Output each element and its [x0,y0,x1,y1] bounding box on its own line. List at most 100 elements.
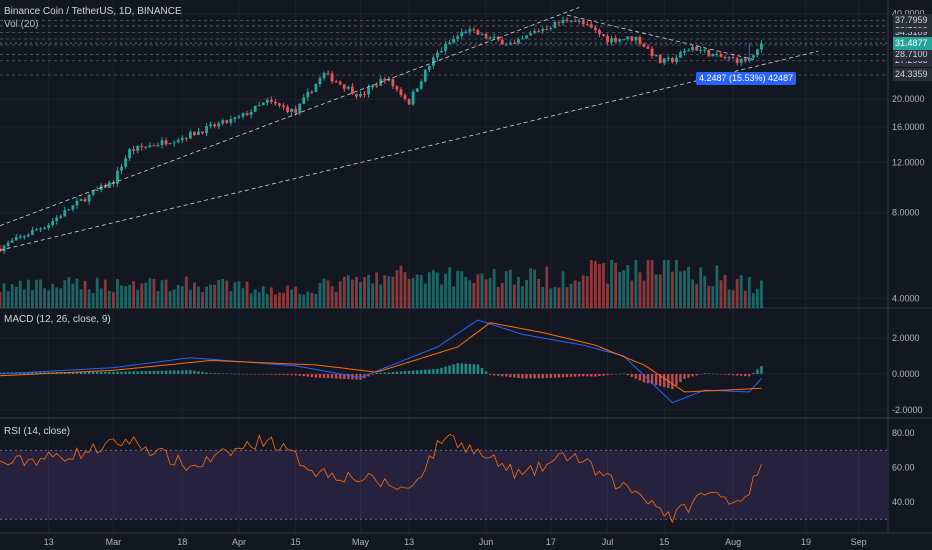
volume-bar [26,279,30,308]
macd-histogram-bar [630,373,634,377]
candle-body [760,43,763,50]
macd-histogram-bar [626,373,629,376]
candle-body [646,46,650,49]
candle-body [411,91,415,105]
candle-body [282,105,285,107]
macd-histogram-bar [529,373,532,379]
candle-body [436,52,439,58]
volume-bar [480,273,484,308]
macd-histogram-bar [367,373,370,377]
candle-body [71,205,75,210]
volume-bar [557,287,561,308]
volume-bar [602,263,605,308]
macd-histogram-bar [476,364,480,374]
volume-bar [314,294,318,308]
candle-body [193,131,196,135]
time-axis-label: Jun [479,537,494,547]
candle-body [593,27,597,31]
macd-histogram-bar [399,371,403,374]
candle-body [529,33,532,36]
macd-histogram-bar [444,366,447,374]
macd-histogram-bar [128,371,131,374]
time-axis-label: 13 [44,537,54,547]
macd-histogram-bar [440,367,443,374]
candles [0,16,763,255]
macd-histogram-bar [460,363,463,374]
candle-body [205,126,208,134]
candle-body [59,216,63,218]
candle-body [124,158,127,167]
macd-legend[interactable]: MACD (12, 26, close, 9) [4,314,111,325]
candle-body [306,91,310,98]
candle-body [549,27,553,30]
macd-histogram-bar [642,373,646,383]
volume-bar [593,260,597,308]
macd-histogram-bar [391,371,395,374]
rsi-legend[interactable]: RSI (14, close) [4,426,71,437]
candle-body [18,236,22,238]
macd-histogram-bar [172,370,176,374]
macd-histogram-bar [748,373,751,377]
macd-histogram-bar [112,371,115,374]
volume-bar [261,286,265,308]
candle-body [565,19,569,22]
macd-histogram-bar [513,373,516,378]
candle-body [654,55,658,57]
candle-body [298,103,302,113]
volume-bar [18,280,22,308]
candle-body [10,240,14,243]
signal-line [0,322,762,393]
candle-body [338,81,342,85]
candle-body [585,24,589,26]
macd-histogram-bar [87,371,91,374]
volume-bar [22,289,26,308]
macd-histogram-bar [468,363,472,374]
candle-body [419,81,423,89]
candle-body [711,53,715,57]
volume-bar [695,283,699,308]
candle-body [456,36,460,39]
candle-body [67,209,71,211]
volume-bar [83,280,87,308]
candle-body [674,57,678,63]
volume-bar [274,294,277,308]
time-axis-label: 19 [801,537,811,547]
candle-body [83,199,87,202]
candle-body [658,55,662,64]
volume-legend[interactable]: Vol (20) [4,19,39,30]
macd-histogram-bar [233,373,237,375]
candle-body [492,37,496,39]
volume-bar [14,286,18,308]
volume-bar [529,268,532,308]
candle-body [630,36,634,41]
candle-body [257,104,261,106]
candle-body [95,189,99,191]
macd-histogram-bar [148,371,152,374]
macd-histogram-bar [537,373,540,379]
candle-body [391,79,395,87]
macd-histogram-bar [549,373,553,378]
candle-body [719,53,723,58]
candle-body [168,143,172,145]
candle-body [63,210,67,217]
macd-histogram-bar [557,373,561,378]
candle-body [395,86,399,90]
macd-histogram-bar [241,373,245,375]
volume-bar [253,289,257,308]
candle-body [302,97,306,104]
macd-histogram-bar [229,373,233,375]
candle-body [691,46,694,51]
volume-bar [569,283,573,308]
volume-bar [723,274,727,308]
macd-histogram-bar [545,373,548,379]
macd-histogram-bar [164,370,168,374]
symbol-legend[interactable]: Binance Coin / TetherUS, 1D, BINANCE [4,6,182,17]
macd-histogram-bar [79,371,83,374]
macd-histogram-bar [108,371,111,374]
macd-histogram-bar [379,372,382,374]
candle-body [577,20,581,22]
candle-body [695,46,699,51]
macd-histogram [0,363,763,390]
